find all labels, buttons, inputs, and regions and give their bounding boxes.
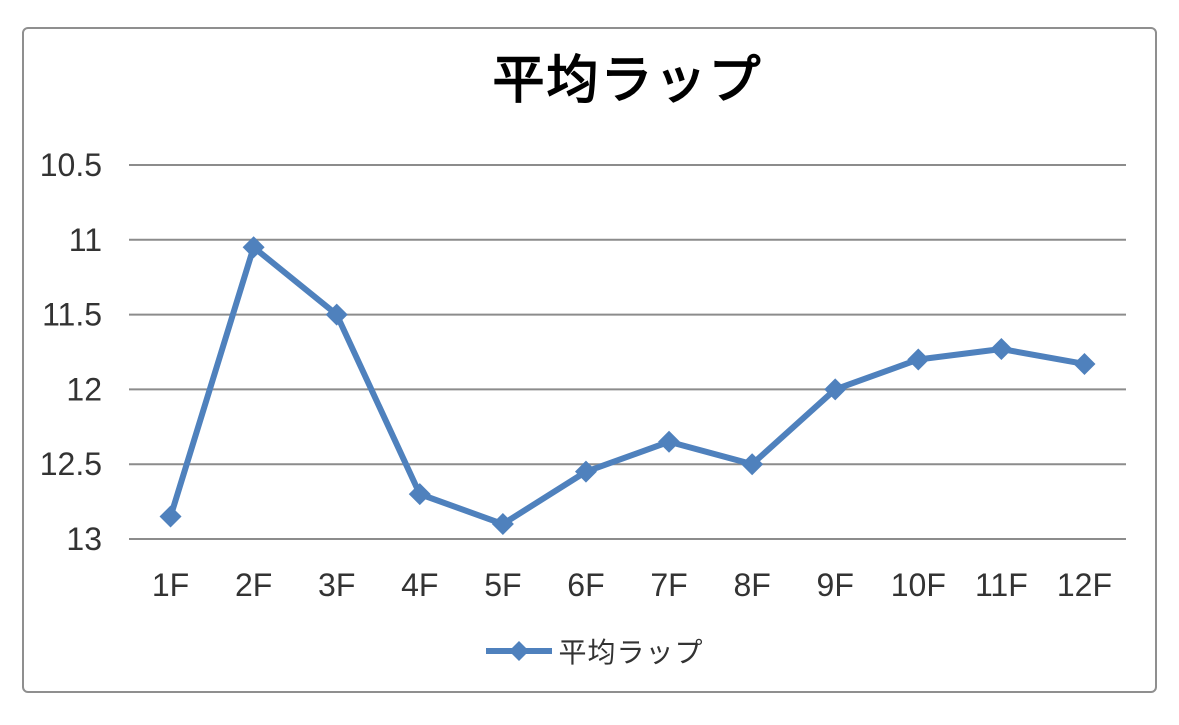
data-point-marker: [658, 430, 681, 453]
data-point-marker: [159, 505, 182, 528]
y-tick-label: 11.5: [42, 297, 102, 333]
y-tick-label: 12: [66, 371, 102, 407]
x-category-label: 6F: [567, 567, 604, 603]
chart-area: 10.5 11 11.5 12 12.5 13 1F 2F 3F 4F 5F 6F 7F 8F 9F 10F 1…: [22, 27, 1157, 693]
x-category-label: 3F: [318, 567, 355, 603]
x-category-label: 11F: [975, 567, 1028, 603]
legend: 平均ラップ: [129, 632, 1059, 670]
chart-title: 平均ラップ: [492, 52, 763, 110]
y-tick-label: 13: [66, 521, 102, 557]
data-point-marker: [990, 338, 1013, 361]
x-category-label: 9F: [817, 567, 854, 603]
y-tick-label: 12.5: [40, 446, 102, 482]
x-category-label: 10F: [891, 567, 946, 603]
x-category-label: 5F: [484, 567, 521, 603]
x-category-label: 12F: [1057, 567, 1112, 603]
data-point-marker: [741, 453, 764, 476]
x-category-label: 7F: [650, 567, 687, 603]
data-point-marker: [325, 303, 348, 326]
data-point-marker: [824, 378, 847, 401]
data-point-marker: [242, 236, 265, 259]
x-category-label: 1F: [152, 567, 189, 603]
x-category-label: 4F: [401, 567, 438, 603]
y-tick-label: 10.5: [40, 147, 102, 183]
y-tick-label: 11: [69, 222, 102, 258]
series-line: [167, 244, 1088, 528]
x-category-label: 8F: [733, 567, 770, 603]
legend-series-marker-icon: [486, 641, 553, 661]
plot-area: 10.5 11 11.5 12 12.5 13 1F 2F 3F 4F 5F 6F 7F 8F 9F 10F 1…: [40, 147, 1126, 603]
data-point-marker: [907, 348, 930, 371]
data-point-marker: [491, 513, 514, 536]
legend-label: 平均ラップ: [558, 637, 704, 668]
data-point-marker: [574, 460, 597, 483]
data-point-marker: [1073, 352, 1096, 375]
x-category-label: 2F: [235, 567, 272, 603]
data-point-marker: [408, 483, 431, 506]
